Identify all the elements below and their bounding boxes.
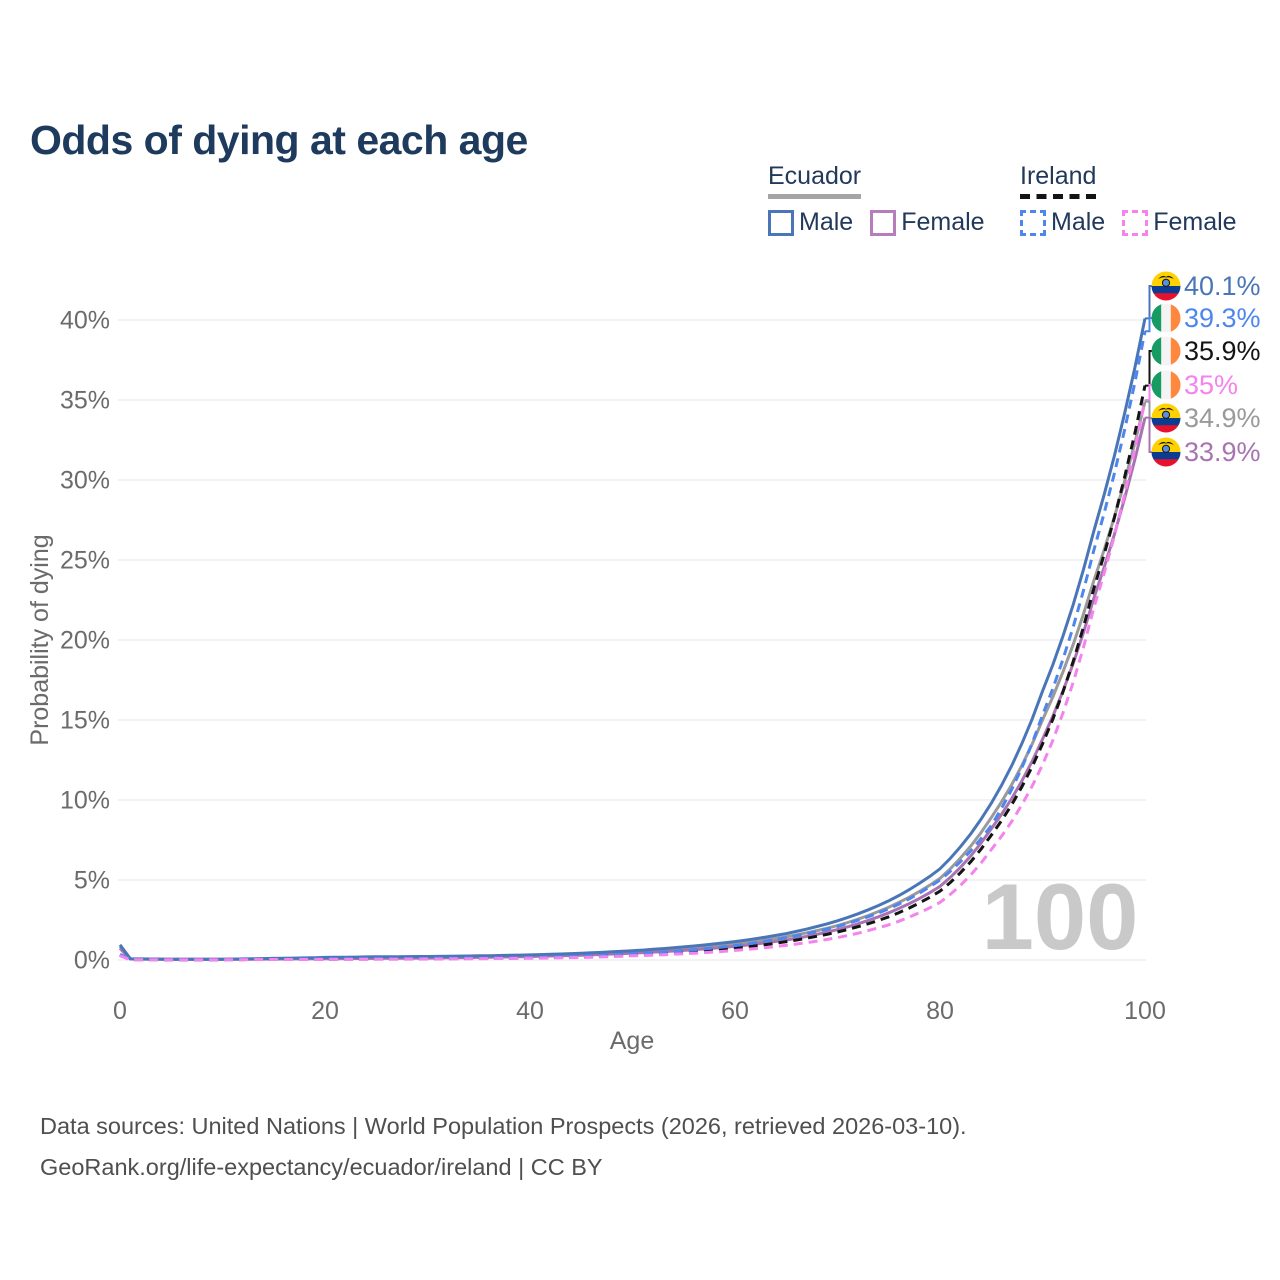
legend-label: Female	[1153, 208, 1237, 236]
flag-icon-ireland	[1151, 336, 1181, 366]
x-tick-label: 40	[516, 997, 544, 1025]
y-tick-label: 30%	[60, 467, 110, 495]
flag-icon-ireland	[1151, 370, 1181, 400]
ireland-male-swatch-icon	[1020, 209, 1046, 236]
legend-country-ecuador: Ecuador	[768, 162, 862, 199]
x-tick-label: 20	[311, 997, 339, 1025]
y-tick-label: 0%	[74, 947, 110, 975]
end-value-label: 34.9%	[1184, 403, 1261, 433]
x-tick-label: 60	[721, 997, 749, 1025]
legend-item-ecuador-female: Female	[870, 208, 985, 237]
end-label-connector	[1145, 350, 1152, 387]
end-value-label: 35%	[1184, 370, 1238, 400]
y-tick-label: 10%	[60, 787, 110, 815]
ecuador-female-swatch-icon	[870, 209, 897, 236]
end-value-label: 35.9%	[1184, 336, 1261, 366]
flag-icon-ireland	[1151, 303, 1181, 333]
flag-icon-ecuador	[1151, 403, 1181, 433]
y-tick-label: 40%	[60, 307, 110, 335]
y-tick-label: 5%	[74, 867, 110, 895]
end-label-connector	[1145, 416, 1152, 453]
y-tick-label: 15%	[60, 707, 110, 735]
legend-label: Male	[1051, 208, 1106, 236]
legend-country-ireland: Ireland	[1020, 162, 1097, 199]
legend-label: Male	[799, 208, 854, 236]
page-title: Odds of dying at each age	[30, 117, 528, 164]
y-tick-label: 25%	[60, 547, 110, 575]
end-value-label: 33.9%	[1184, 437, 1261, 467]
ecuador-male-swatch-icon	[768, 209, 794, 236]
legend-group-ireland: Ireland Male Female	[1020, 162, 1254, 237]
x-tick-label: 80	[926, 997, 954, 1025]
footer-attribution: GeoRank.org/life-expectancy/ecuador/irel…	[40, 1154, 603, 1180]
age-watermark: 100	[982, 864, 1139, 969]
end-label-connector	[1145, 285, 1152, 320]
end-label-connector	[1145, 384, 1152, 401]
x-axis-title: Age	[610, 1027, 654, 1055]
legend-group-ecuador: Ecuador Male Female	[768, 162, 1002, 237]
ireland-female-swatch-icon	[1122, 209, 1149, 236]
y-tick-label: 35%	[60, 387, 110, 415]
footer-sources: Data sources: United Nations | World Pop…	[40, 1113, 967, 1139]
y-tick-label: 20%	[60, 627, 110, 655]
end-value-label: 40.1%	[1184, 271, 1261, 301]
flag-icon-ecuador	[1151, 271, 1181, 301]
end-value-label: 39.3%	[1184, 303, 1261, 333]
y-axis-title: Probability of dying	[26, 534, 54, 745]
x-tick-label: 0	[113, 997, 127, 1025]
footer: Data sources: United Nations | World Pop…	[40, 1106, 967, 1188]
end-label-connector	[1145, 317, 1152, 333]
series-line-ireland-female	[119, 399, 1147, 962]
legend-item-ireland-female: Female	[1122, 208, 1237, 237]
legend-item-ireland-male: Male	[1020, 208, 1105, 237]
x-tick-label: 100	[1124, 997, 1166, 1025]
end-label-connector	[1145, 400, 1152, 419]
legend-item-ecuador-male: Male	[768, 208, 853, 237]
legend-label: Female	[901, 208, 985, 236]
flag-icon-ecuador	[1151, 437, 1181, 467]
